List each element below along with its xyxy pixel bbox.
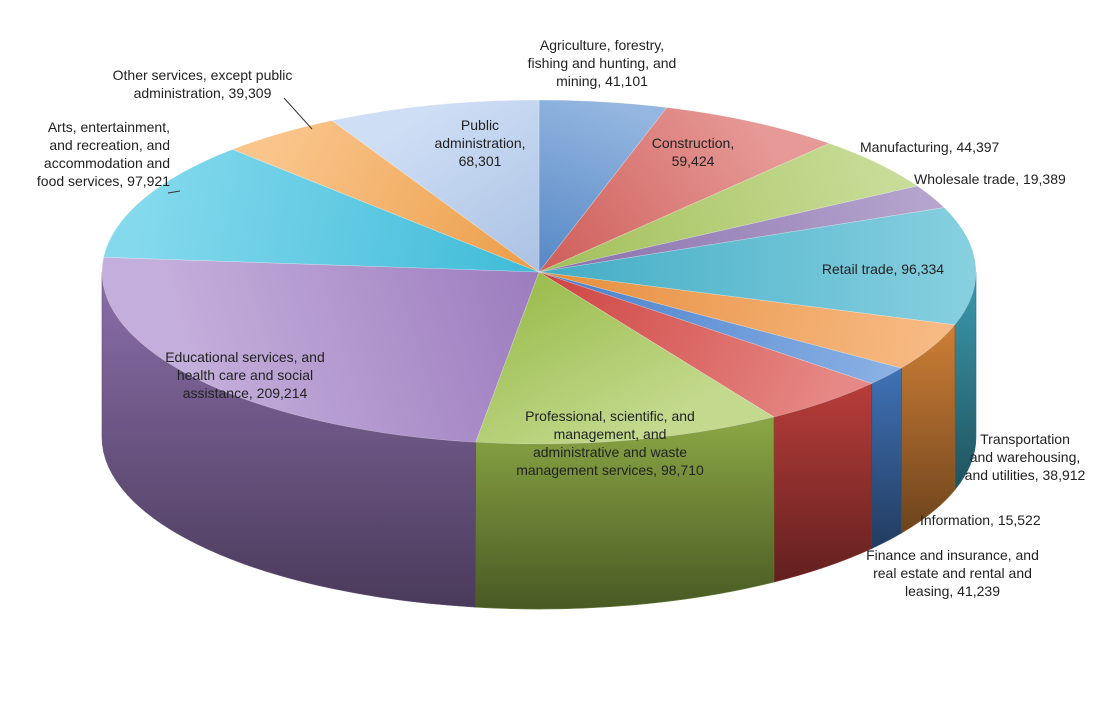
slice-label: Manufacturing, 44,397 (860, 139, 1000, 155)
pie-slice (475, 271, 775, 445)
pie-slice (538, 271, 956, 369)
slice-label: Transportation and warehousing, and util… (964, 431, 1086, 483)
pie-slice (103, 149, 540, 273)
slice-label: Finance and insurance, and real estate a… (866, 547, 1039, 599)
slice-label: Arts, entertainment, and recreation, and… (36, 119, 170, 189)
pie-slice (538, 107, 830, 273)
pie-slice (331, 99, 540, 273)
pie-slice (538, 99, 668, 273)
pie-slice (538, 185, 945, 273)
leader-line (283, 97, 313, 130)
slice-label: Agriculture, forestry, fishing and hunti… (527, 37, 677, 89)
pie-slice-side (101, 271, 476, 608)
slice-label: Other services, except public administra… (112, 67, 293, 101)
pie-slice-side (871, 367, 902, 549)
slice-label: Professional, scientific, and management… (516, 408, 704, 478)
slice-label: Retail trade, 96,334 (821, 261, 945, 277)
pie-slice (538, 271, 903, 384)
slice-label: Educational services, and health care an… (165, 349, 325, 401)
slice-label: Information, 15,522 (920, 512, 1041, 528)
slice-label: Wholesale trade, 19,389 (914, 171, 1066, 187)
slice-label: Public administration, 68,301 (434, 117, 526, 169)
pie-slice (231, 120, 540, 273)
pie-slice (538, 271, 873, 418)
slice-label: Construction, 59,424 (651, 135, 735, 169)
pie-slice (538, 207, 977, 326)
leader-line (167, 190, 181, 194)
pie-slice (101, 256, 540, 443)
pie-slice (538, 143, 919, 273)
